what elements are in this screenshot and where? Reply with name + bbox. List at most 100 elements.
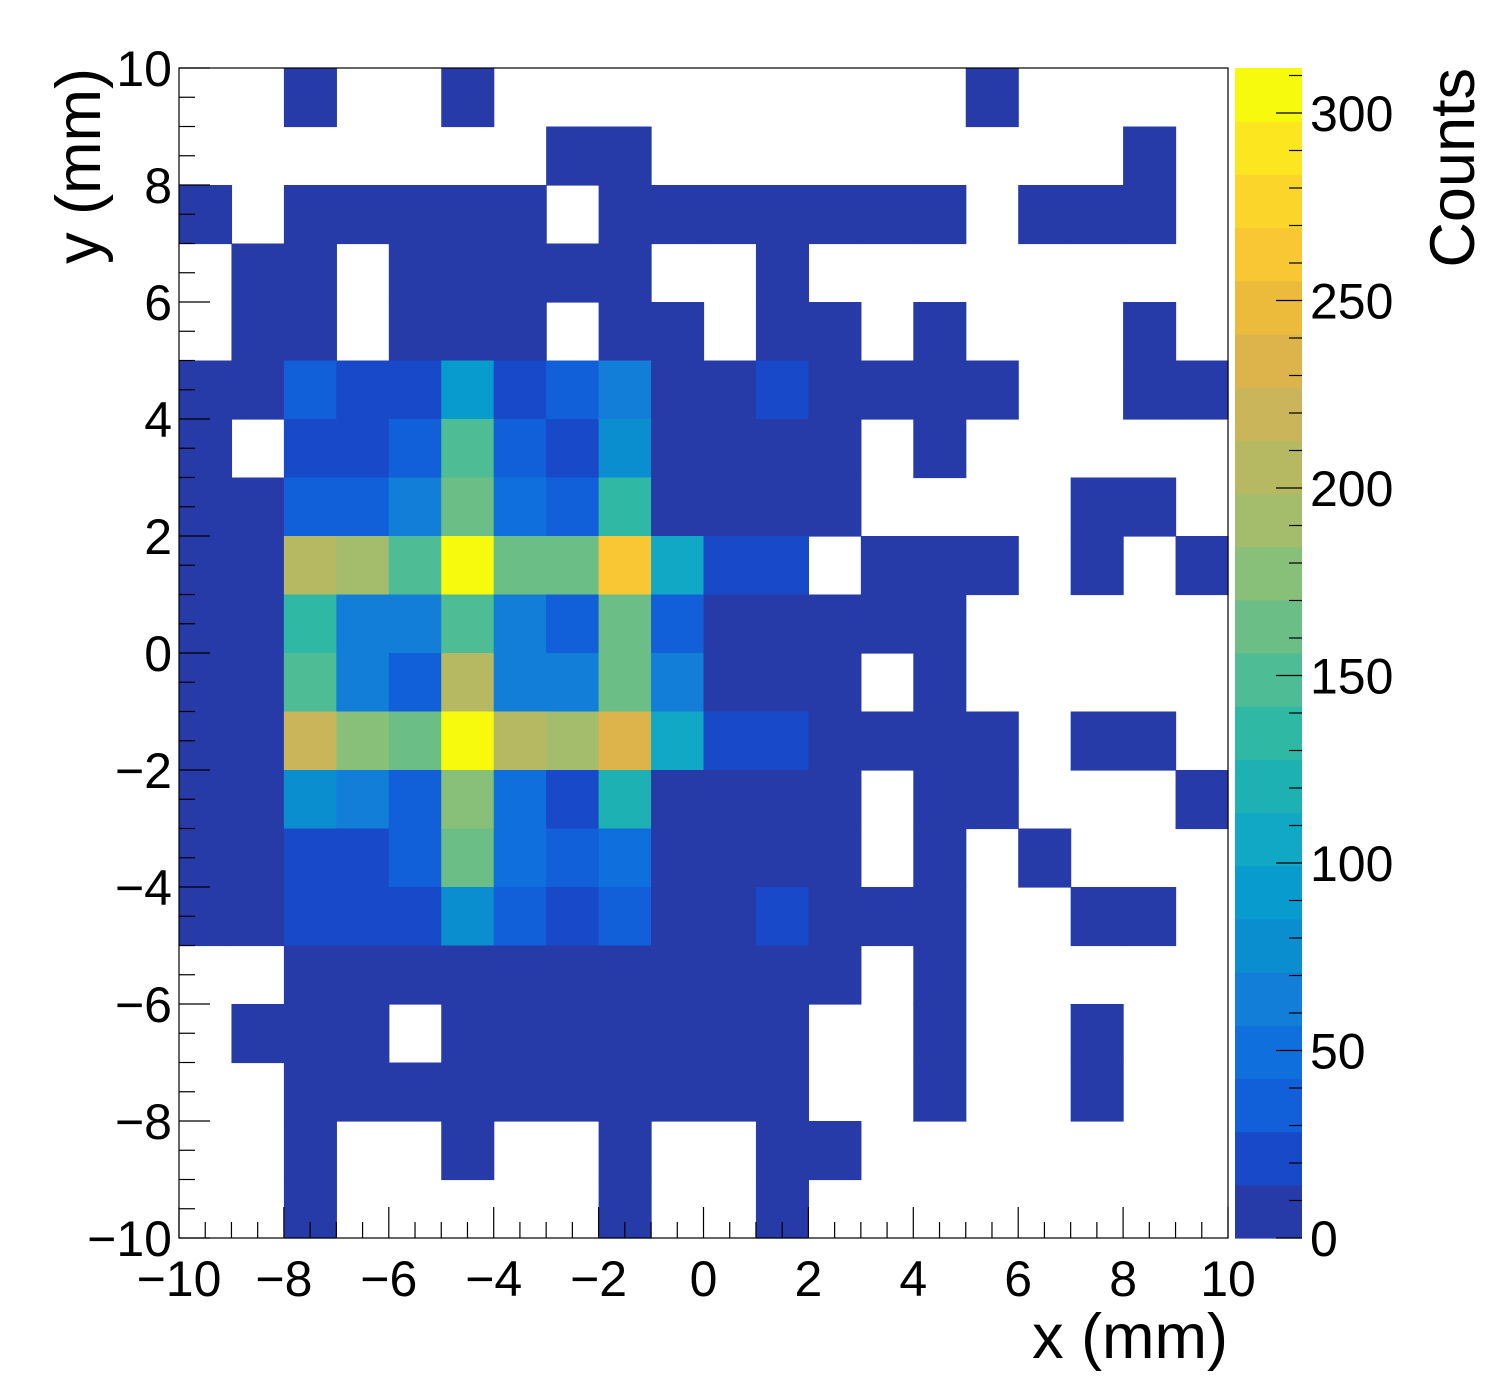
heatmap-cell	[283, 1004, 337, 1064]
heatmap-cell	[493, 536, 547, 596]
y-tick-label: 6	[144, 275, 172, 331]
heatmap-cell	[1018, 828, 1072, 888]
heatmap-cell	[913, 828, 967, 888]
heatmap-cell	[493, 711, 547, 771]
y-tick-label: −2	[115, 743, 172, 799]
color-bar-tick-label: 50	[1310, 1024, 1366, 1080]
heatmap-cell	[965, 711, 1019, 771]
heatmap-cell	[913, 536, 967, 596]
heatmap-cell	[755, 477, 809, 537]
heatmap-cell	[860, 360, 914, 420]
color-bar-segment	[1235, 280, 1302, 335]
heatmap-cell	[965, 68, 1019, 128]
heatmap-cell	[755, 1004, 809, 1064]
heatmap-cell	[913, 945, 967, 1005]
color-bar-segment	[1235, 333, 1302, 388]
color-bar-segment	[1235, 1078, 1302, 1133]
y-tick-label: −10	[87, 1211, 172, 1267]
heatmap-cell	[755, 419, 809, 479]
x-tick-label: −10	[137, 1251, 222, 1307]
heatmap-cell	[651, 594, 705, 654]
heatmap-cell	[703, 1004, 757, 1064]
heatmap-cell	[651, 536, 705, 596]
heatmap-cell	[231, 243, 285, 303]
heatmap-cell	[336, 770, 390, 830]
heatmap-cell	[860, 887, 914, 947]
heatmap-cell	[336, 1062, 390, 1122]
heatmap-cell	[388, 360, 442, 420]
heatmap-cell	[651, 945, 705, 1005]
x-tick-label: −6	[360, 1251, 417, 1307]
x-tick-label: −8	[255, 1251, 312, 1307]
color-bar-segment	[1235, 1131, 1302, 1186]
x-axis-label: x (mm)	[1032, 1302, 1228, 1372]
heatmap-cell	[651, 653, 705, 713]
heatmap-cell	[598, 185, 652, 245]
heatmap-cell	[703, 536, 757, 596]
y-tick-label: 8	[144, 158, 172, 214]
heatmap-cell	[283, 185, 337, 245]
heatmap-cell	[441, 1121, 495, 1181]
heatmap-cell	[546, 945, 600, 1005]
heatmap-cell	[808, 594, 862, 654]
heatmap-cell	[965, 360, 1019, 420]
heatmap-cell	[1123, 711, 1177, 771]
heatmap-cell	[1175, 770, 1229, 830]
heatmap-cell	[441, 1062, 495, 1122]
color-bar-tick-label: 100	[1310, 836, 1393, 892]
heatmap-cell	[493, 945, 547, 1005]
heatmap-cell	[546, 711, 600, 771]
heatmap-cell	[336, 185, 390, 245]
heatmap-cell	[598, 711, 652, 771]
heatmap-cell	[283, 594, 337, 654]
heatmap-cell	[913, 360, 967, 420]
heatmap-cell	[388, 653, 442, 713]
color-bar-segment	[1235, 706, 1302, 760]
heatmap-cell	[336, 477, 390, 537]
heatmap-cell	[913, 1004, 967, 1064]
heatmap-cell	[598, 653, 652, 713]
color-bar-segment	[1235, 653, 1302, 707]
heatmap-cell	[913, 1062, 967, 1122]
heatmap-cell	[808, 360, 862, 420]
heatmap-cell	[231, 1004, 285, 1064]
heatmap-cell	[441, 360, 495, 420]
heatmap-cell	[231, 770, 285, 830]
heatmap-cell	[283, 1062, 337, 1122]
heatmap-cell	[493, 360, 547, 420]
heatmap-cell	[965, 770, 1019, 830]
heatmap-cell	[860, 594, 914, 654]
color-bar-segment	[1235, 918, 1302, 973]
heatmap-cell	[703, 594, 757, 654]
color-bar-segment	[1235, 865, 1302, 920]
heatmap-cell	[493, 419, 547, 479]
heatmap-cell	[388, 711, 442, 771]
color-bar-segment	[1235, 759, 1302, 814]
heatmap-cell	[388, 302, 442, 362]
heatmap-cell	[546, 594, 600, 654]
heatmap-cell	[703, 419, 757, 479]
heatmap-cell	[703, 711, 757, 771]
x-tick-label: 10	[1200, 1251, 1256, 1307]
heatmap-cell	[651, 711, 705, 771]
heatmap-cell	[388, 887, 442, 947]
heatmap-cell	[703, 1062, 757, 1122]
heatmap-cell	[598, 302, 652, 362]
color-bar-tick-label: 200	[1310, 461, 1393, 517]
heatmap-cell	[703, 477, 757, 537]
heatmap-cell	[1070, 185, 1124, 245]
x-tick-label: 0	[690, 1251, 718, 1307]
heatmap-cell	[1123, 477, 1177, 537]
heatmap-cell	[1070, 1004, 1124, 1064]
heatmap-cell	[336, 945, 390, 1005]
heatmap-cell	[441, 1004, 495, 1064]
heatmap-cell	[546, 419, 600, 479]
heatmap-cell	[493, 302, 547, 362]
heatmap-cell	[913, 653, 967, 713]
color-bar-tick-label: 300	[1310, 86, 1393, 142]
heatmap-cell	[546, 653, 600, 713]
heatmap-cell	[283, 653, 337, 713]
color-bar-segment	[1235, 440, 1302, 495]
color-bar-segment	[1235, 227, 1302, 282]
heatmap-cell	[598, 770, 652, 830]
